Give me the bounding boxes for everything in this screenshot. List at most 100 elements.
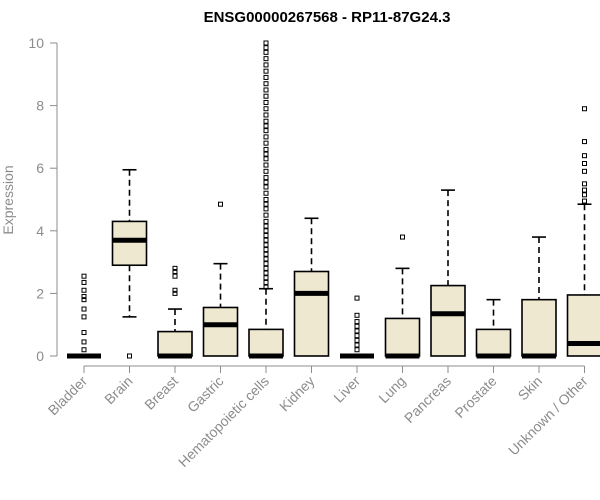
outlier-point [263, 62, 269, 68]
x-tick-label: Skin [515, 373, 546, 404]
box [430, 284, 466, 357]
outlier-point [263, 118, 269, 124]
y-tick-label: 4 [36, 223, 44, 239]
box [566, 294, 600, 357]
outlier-point [582, 168, 587, 174]
outlier-point [263, 112, 269, 118]
outlier-point [354, 333, 360, 339]
outlier-point [263, 140, 269, 146]
box-group [111, 168, 148, 359]
box-group [340, 295, 374, 359]
outlier-point [263, 247, 269, 253]
outlier-point [263, 179, 269, 185]
y-tick-label: 2 [36, 285, 44, 301]
outlier-point [81, 273, 87, 279]
outlier-point [263, 156, 269, 162]
outlier-point [263, 146, 269, 152]
box-group [566, 106, 600, 357]
outlier-point [81, 294, 87, 300]
outlier-point [81, 339, 87, 345]
outlier-point [354, 319, 360, 325]
outlier-point [263, 162, 269, 168]
outlier-point [582, 153, 587, 159]
outlier-point [81, 314, 87, 320]
outlier-point [263, 218, 269, 224]
y-tick-label: 10 [28, 35, 44, 51]
box-group [202, 201, 239, 357]
outlier-point [127, 353, 132, 359]
y-tick-label: 8 [36, 98, 44, 114]
box [111, 220, 148, 267]
outlier-point [582, 181, 587, 187]
outlier-point [263, 184, 269, 190]
y-axis-label: Expression [0, 165, 16, 234]
outlier-point [263, 87, 269, 93]
outlier-point [81, 306, 87, 312]
box [384, 317, 421, 357]
x-tick-label: Pancreas [401, 373, 454, 426]
outlier-point [172, 268, 178, 274]
outlier-point [354, 347, 360, 353]
outlier-point [582, 106, 587, 112]
outlier-point [263, 106, 269, 112]
box-group [430, 189, 466, 357]
outlier-point [263, 212, 269, 218]
x-tick-label: Lung [375, 373, 408, 406]
outlier-point [354, 337, 360, 343]
outlier-point [263, 242, 269, 248]
outlier-point [582, 192, 587, 198]
outlier-point [263, 175, 269, 181]
box [521, 298, 557, 357]
outlier-point [354, 323, 360, 329]
y-tick-label: 0 [36, 348, 44, 364]
outlier-point [263, 284, 269, 290]
outlier-point [172, 273, 178, 279]
box [293, 270, 330, 357]
box [157, 330, 193, 357]
box-group [67, 273, 101, 359]
box [202, 306, 239, 357]
outlier-point [354, 312, 360, 318]
outlier-point [263, 275, 269, 281]
outlier-point [263, 270, 269, 276]
outlier-point [263, 223, 269, 229]
outlier-point [263, 56, 269, 62]
y-tick-label: 6 [36, 160, 44, 176]
x-tick-label: Bladder [45, 373, 91, 419]
outlier-point [263, 40, 269, 46]
outlier-point [263, 251, 269, 257]
x-tick-label: Prostate [451, 373, 499, 421]
x-tick-label: Brain [101, 373, 135, 407]
outlier-point [263, 190, 269, 196]
outlier-point [172, 265, 178, 271]
outlier-point [263, 93, 269, 99]
outlier-point [582, 139, 587, 145]
chart-title: ENSG00000267568 - RP11-87G24.3 [204, 9, 451, 26]
outlier-point [263, 201, 269, 207]
outlier-point [263, 168, 269, 174]
x-tick-label: Kidney [276, 373, 318, 415]
outlier-point [582, 161, 587, 167]
x-tick-label: Gastric [184, 373, 227, 416]
outlier-point [172, 287, 178, 293]
x-tick-label: Hematopoietic cells [175, 373, 272, 470]
outlier-point [263, 128, 269, 134]
outlier-point [263, 81, 269, 87]
box-group [521, 236, 557, 359]
x-tick-label: Liver [330, 373, 363, 406]
outlier-point [582, 198, 587, 204]
outlier-point [263, 49, 269, 55]
box-group [475, 298, 512, 359]
outlier-point [81, 287, 87, 293]
x-tick-label: Breast [141, 373, 181, 413]
outlier-point [582, 187, 587, 193]
outlier-point [263, 123, 269, 129]
outlier-point [263, 256, 269, 262]
outlier-point [263, 261, 269, 267]
outlier-point [81, 330, 87, 336]
outlier-point [172, 290, 178, 296]
outlier-point [263, 265, 269, 271]
outlier-point [354, 295, 360, 301]
